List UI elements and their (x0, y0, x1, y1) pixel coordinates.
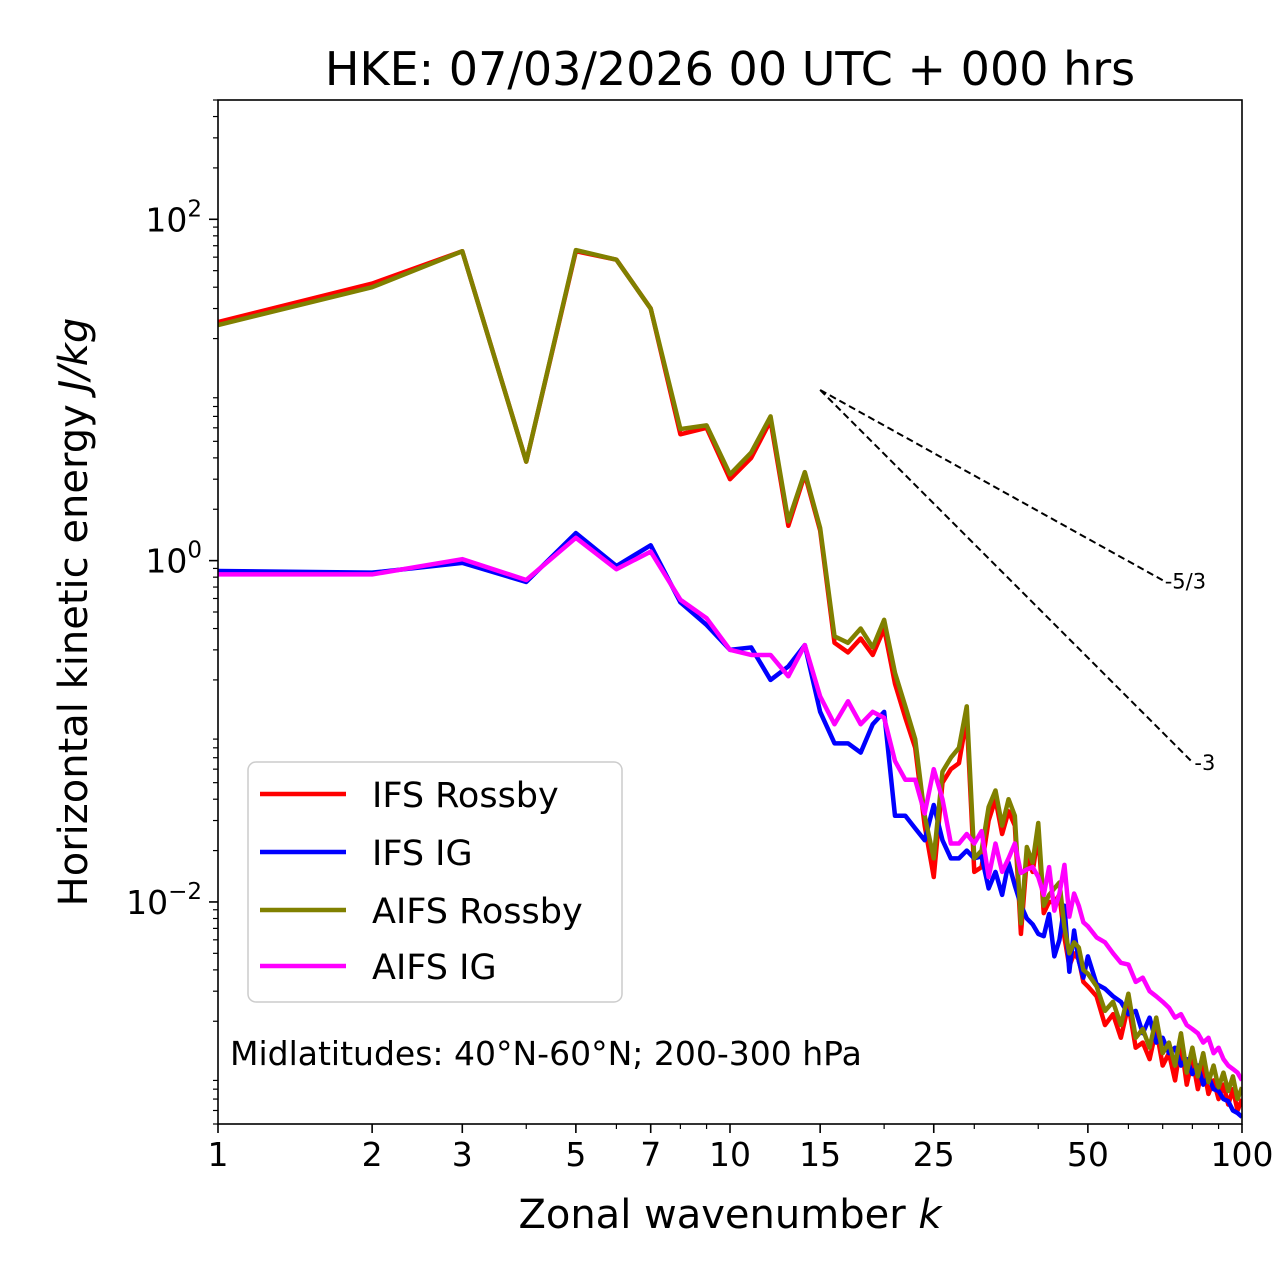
series-line-aifs-ig (218, 535, 1242, 1082)
x-tick-label: 10 (709, 1135, 751, 1174)
x-tick-label: 2 (362, 1135, 383, 1174)
legend-label-ifs-ig: IFS IG (372, 834, 473, 874)
legend-label-aifs-ig: AIFS IG (372, 948, 497, 988)
y-tick-label: 102 (145, 196, 202, 239)
x-tick-label: 5 (565, 1135, 586, 1174)
x-tick-label: 15 (799, 1135, 841, 1174)
x-tick-label: 50 (1067, 1135, 1109, 1174)
x-axis-label-text: Zonal wavenumber (518, 1192, 906, 1238)
legend: IFS Rossby IFS IG AIFS Rossby AIFS IG (247, 761, 623, 1003)
x-axis-label: Zonal wavenumber k (518, 1192, 943, 1238)
region-annotation: Midlatitudes: 40°N-60°N; 200-300 hPa (230, 1034, 862, 1073)
x-axis-label-variable: k (918, 1192, 943, 1238)
y-tick-label: 100 (145, 538, 202, 581)
legend-box (247, 761, 623, 1003)
legend-item-ifs-ig: IFS IG (260, 834, 473, 874)
x-tick-label: 1 (208, 1135, 229, 1174)
legend-item-aifs-ig: AIFS IG (260, 948, 497, 988)
x-tick-label: 3 (452, 1135, 473, 1174)
series-group (218, 247, 1242, 1119)
y-axis-label-text: Horizontal kinetic energy (51, 404, 97, 906)
series-line-aifs-rossby (218, 247, 1242, 1102)
y-axis-label-units: J/kg (51, 318, 97, 399)
legend-item-ifs-rossby: IFS Rossby (260, 776, 559, 816)
legend-label-aifs-rossby: AIFS Rossby (372, 892, 583, 932)
x-tick-label: 25 (913, 1135, 955, 1174)
y-axis-label: Horizontal kinetic energy J/kg (51, 318, 97, 907)
reference-slope-label-1: -5/3 (1165, 569, 1206, 593)
axis-ticks: 1 2 3 5 7 10 15 25 50 100 10−2 100 102 (126, 99, 1274, 1174)
series-line-ifs-ig (218, 530, 1242, 1119)
reference-slopes: -5/3 -3 (819, 389, 1215, 775)
y-tick-label: 10−2 (126, 879, 202, 922)
plot-frame (217, 99, 1243, 1125)
legend-label-ifs-rossby: IFS Rossby (372, 776, 559, 816)
x-tick-label: 100 (1211, 1135, 1274, 1174)
legend-item-aifs-rossby: AIFS Rossby (260, 892, 583, 932)
x-tick-label: 7 (640, 1135, 661, 1174)
chart-title: HKE: 07/03/2026 00 UTC + 000 hrs (325, 42, 1135, 96)
reference-slope-label-2: -3 (1194, 751, 1215, 775)
